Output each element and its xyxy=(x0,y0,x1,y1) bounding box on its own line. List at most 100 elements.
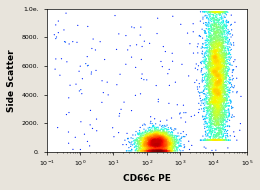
Point xyxy=(155,143,159,146)
Point xyxy=(217,89,221,92)
Point xyxy=(219,61,223,64)
Point xyxy=(209,79,213,82)
Point xyxy=(139,149,143,152)
Point xyxy=(157,142,161,145)
Point xyxy=(207,98,211,101)
Point xyxy=(161,142,165,146)
Point xyxy=(215,134,219,137)
Point xyxy=(155,140,159,143)
Point xyxy=(147,144,151,147)
Point xyxy=(159,141,164,144)
Point xyxy=(222,78,226,81)
Point xyxy=(170,139,174,142)
Point xyxy=(217,50,221,53)
Point xyxy=(214,23,218,26)
Point xyxy=(211,103,216,106)
Point xyxy=(217,44,222,48)
Point xyxy=(219,98,223,101)
Point xyxy=(162,139,166,142)
Point xyxy=(211,117,216,120)
Point xyxy=(217,59,221,62)
Point xyxy=(214,93,218,97)
Point xyxy=(218,93,222,96)
Point xyxy=(215,58,219,61)
Point xyxy=(221,54,225,57)
Point xyxy=(149,147,153,150)
Point xyxy=(152,140,157,143)
Point xyxy=(205,17,209,20)
Point xyxy=(214,55,218,58)
Point xyxy=(217,105,221,108)
Point xyxy=(220,31,224,34)
Point xyxy=(147,141,151,144)
Point xyxy=(218,12,222,15)
Point xyxy=(218,73,222,76)
Point xyxy=(210,86,214,89)
Point xyxy=(214,69,218,72)
Point xyxy=(157,137,161,140)
Point xyxy=(133,140,137,143)
Point xyxy=(156,141,160,144)
Point xyxy=(212,74,216,77)
Point xyxy=(219,13,223,16)
Point xyxy=(165,139,169,142)
Point xyxy=(165,145,169,148)
Point xyxy=(156,144,160,147)
Point xyxy=(151,149,155,152)
Point xyxy=(222,69,226,72)
Point xyxy=(146,143,150,146)
Point xyxy=(212,53,216,56)
Point xyxy=(214,61,218,64)
Point xyxy=(54,37,58,40)
Point xyxy=(145,135,149,139)
Point xyxy=(147,147,151,150)
Point xyxy=(183,135,187,138)
Point xyxy=(215,107,219,110)
Point xyxy=(213,36,217,40)
Point xyxy=(154,141,158,144)
Point xyxy=(222,31,226,34)
Point xyxy=(215,98,219,101)
Point xyxy=(156,144,160,147)
Point xyxy=(151,142,155,145)
Point xyxy=(214,73,219,76)
Point xyxy=(164,149,168,152)
Point xyxy=(215,84,219,87)
Point xyxy=(218,139,222,142)
Point xyxy=(217,124,221,127)
Point xyxy=(204,130,208,133)
Point xyxy=(215,96,219,99)
Point xyxy=(158,149,162,152)
Point xyxy=(218,41,222,44)
Point xyxy=(212,50,216,53)
Point xyxy=(211,26,215,29)
Point xyxy=(213,91,217,94)
Point xyxy=(202,62,206,65)
Point xyxy=(219,66,223,69)
Point xyxy=(203,44,207,47)
Point xyxy=(153,127,157,131)
Point xyxy=(158,134,162,137)
Point xyxy=(217,139,221,142)
Point xyxy=(146,139,150,142)
Point xyxy=(157,138,161,141)
Point xyxy=(206,107,211,110)
Point xyxy=(152,146,156,150)
Point xyxy=(155,139,159,142)
Point xyxy=(171,146,175,150)
Point xyxy=(212,139,216,142)
Point xyxy=(152,137,157,140)
Point xyxy=(217,60,221,63)
Point xyxy=(158,149,162,152)
Point xyxy=(218,139,222,142)
Point xyxy=(212,24,216,27)
Point xyxy=(217,28,221,31)
Point xyxy=(219,79,223,82)
Point xyxy=(217,18,221,21)
Point xyxy=(221,59,225,62)
Point xyxy=(210,132,214,135)
Point xyxy=(145,143,149,146)
Point xyxy=(216,10,220,13)
Point xyxy=(210,54,214,57)
Point xyxy=(208,113,212,116)
